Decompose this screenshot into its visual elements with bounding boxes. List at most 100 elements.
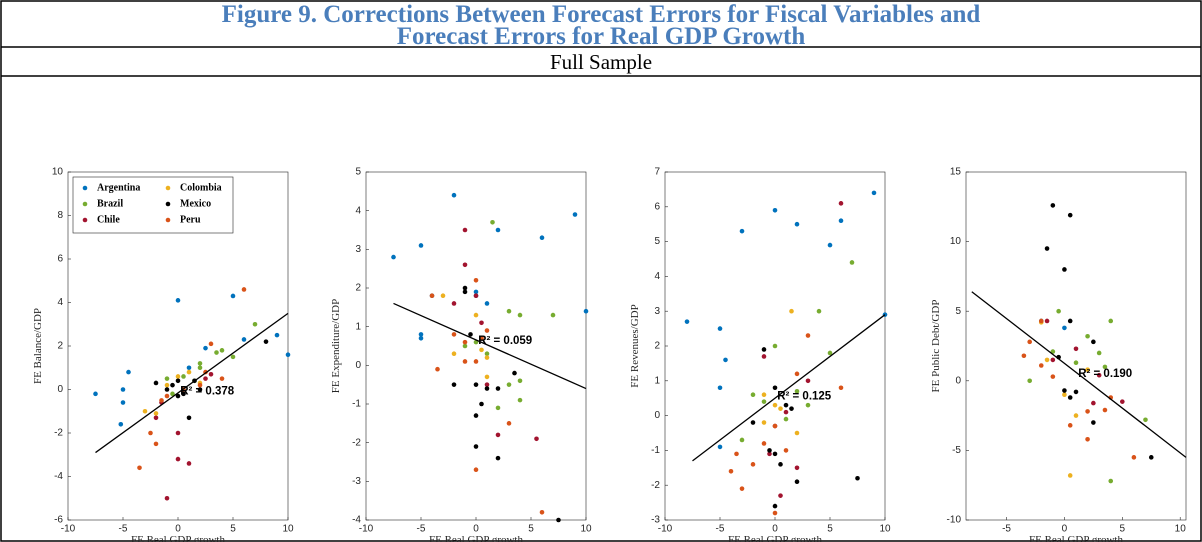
point xyxy=(203,376,208,381)
point xyxy=(805,378,811,384)
plot-area xyxy=(365,171,587,521)
fit-line xyxy=(692,314,886,462)
y-tick-label: 2 xyxy=(355,283,361,294)
fit-line xyxy=(393,302,587,390)
point xyxy=(1091,420,1096,425)
point xyxy=(495,455,501,461)
point xyxy=(506,421,512,426)
point xyxy=(871,190,877,196)
point xyxy=(440,293,446,299)
y-tick-label: 5 xyxy=(355,167,361,178)
y-axis-label: FE Public Debt/GDP xyxy=(930,300,942,393)
point xyxy=(473,293,479,299)
point xyxy=(805,333,811,338)
point xyxy=(473,413,479,418)
point xyxy=(473,277,479,283)
subtitle: Full Sample xyxy=(550,50,652,74)
point xyxy=(1131,455,1137,460)
point xyxy=(761,399,767,404)
point xyxy=(550,312,556,318)
y-tick-label: 2 xyxy=(57,341,63,352)
point xyxy=(1044,318,1050,324)
point xyxy=(164,495,170,501)
y-axis-label: FE Balance/GDP xyxy=(32,308,44,384)
point xyxy=(1108,478,1114,484)
point xyxy=(462,343,468,349)
point xyxy=(1091,400,1096,406)
point xyxy=(1027,339,1032,345)
point xyxy=(186,369,192,375)
y-tick-label: 7 xyxy=(654,167,660,178)
point xyxy=(1062,392,1067,398)
point xyxy=(1067,395,1073,400)
point xyxy=(462,359,468,364)
fit-line xyxy=(971,291,1187,458)
point xyxy=(274,332,280,338)
point xyxy=(495,227,501,233)
point xyxy=(778,462,783,467)
y-tick-label: -5 xyxy=(952,445,961,456)
point xyxy=(462,262,468,268)
point xyxy=(153,441,159,447)
point xyxy=(473,444,479,449)
point xyxy=(789,308,794,314)
legend-marker xyxy=(165,217,171,223)
point xyxy=(153,415,159,421)
y-tick-label: -3 xyxy=(352,476,361,487)
x-tick-label: -10 xyxy=(359,524,374,535)
y-tick-label: 0 xyxy=(955,375,961,386)
point xyxy=(479,335,484,341)
point xyxy=(1050,203,1056,208)
point xyxy=(723,357,728,363)
point xyxy=(761,420,767,425)
point xyxy=(517,312,523,318)
point xyxy=(717,444,723,450)
y-tick-label: -4 xyxy=(352,515,361,526)
point xyxy=(484,355,490,360)
point xyxy=(479,401,484,407)
point xyxy=(767,448,772,453)
point xyxy=(1050,374,1056,379)
y-tick-label: 5 xyxy=(654,236,660,247)
point xyxy=(479,347,484,353)
legend-label: Brazil xyxy=(97,198,123,209)
point xyxy=(1102,364,1108,370)
y-tick-label: 0 xyxy=(355,360,361,371)
annotation: R² = 0.125 xyxy=(777,391,832,403)
title: Figure 9. Corrections Between Forecast E… xyxy=(222,1,981,28)
point xyxy=(479,320,484,326)
point xyxy=(418,332,424,337)
y-tick-label: -2 xyxy=(352,437,361,448)
legend-label: Mexico xyxy=(180,198,211,209)
point xyxy=(118,422,124,427)
point xyxy=(556,517,561,523)
point xyxy=(484,328,490,333)
point xyxy=(1044,357,1050,363)
point xyxy=(855,475,860,481)
y-tick-label: 3 xyxy=(355,244,361,255)
legend-label: Chile xyxy=(97,214,120,225)
legend-label: Colombia xyxy=(180,182,222,193)
point xyxy=(170,382,175,388)
point xyxy=(473,382,479,387)
point xyxy=(772,402,778,408)
point xyxy=(739,228,745,234)
point xyxy=(583,308,589,314)
point xyxy=(1096,350,1102,356)
point xyxy=(794,430,800,436)
point xyxy=(1067,318,1073,324)
point xyxy=(120,400,126,405)
x-tick-label: -5 xyxy=(1002,524,1011,535)
point xyxy=(473,467,479,473)
point xyxy=(1073,360,1079,366)
x-tick-label: 0 xyxy=(1062,524,1068,535)
y-tick-label: -2 xyxy=(54,428,63,439)
point xyxy=(473,312,479,318)
point xyxy=(241,287,247,292)
point xyxy=(783,409,789,415)
point xyxy=(451,192,457,198)
point xyxy=(473,359,479,364)
point xyxy=(1062,325,1067,331)
point xyxy=(534,436,539,442)
